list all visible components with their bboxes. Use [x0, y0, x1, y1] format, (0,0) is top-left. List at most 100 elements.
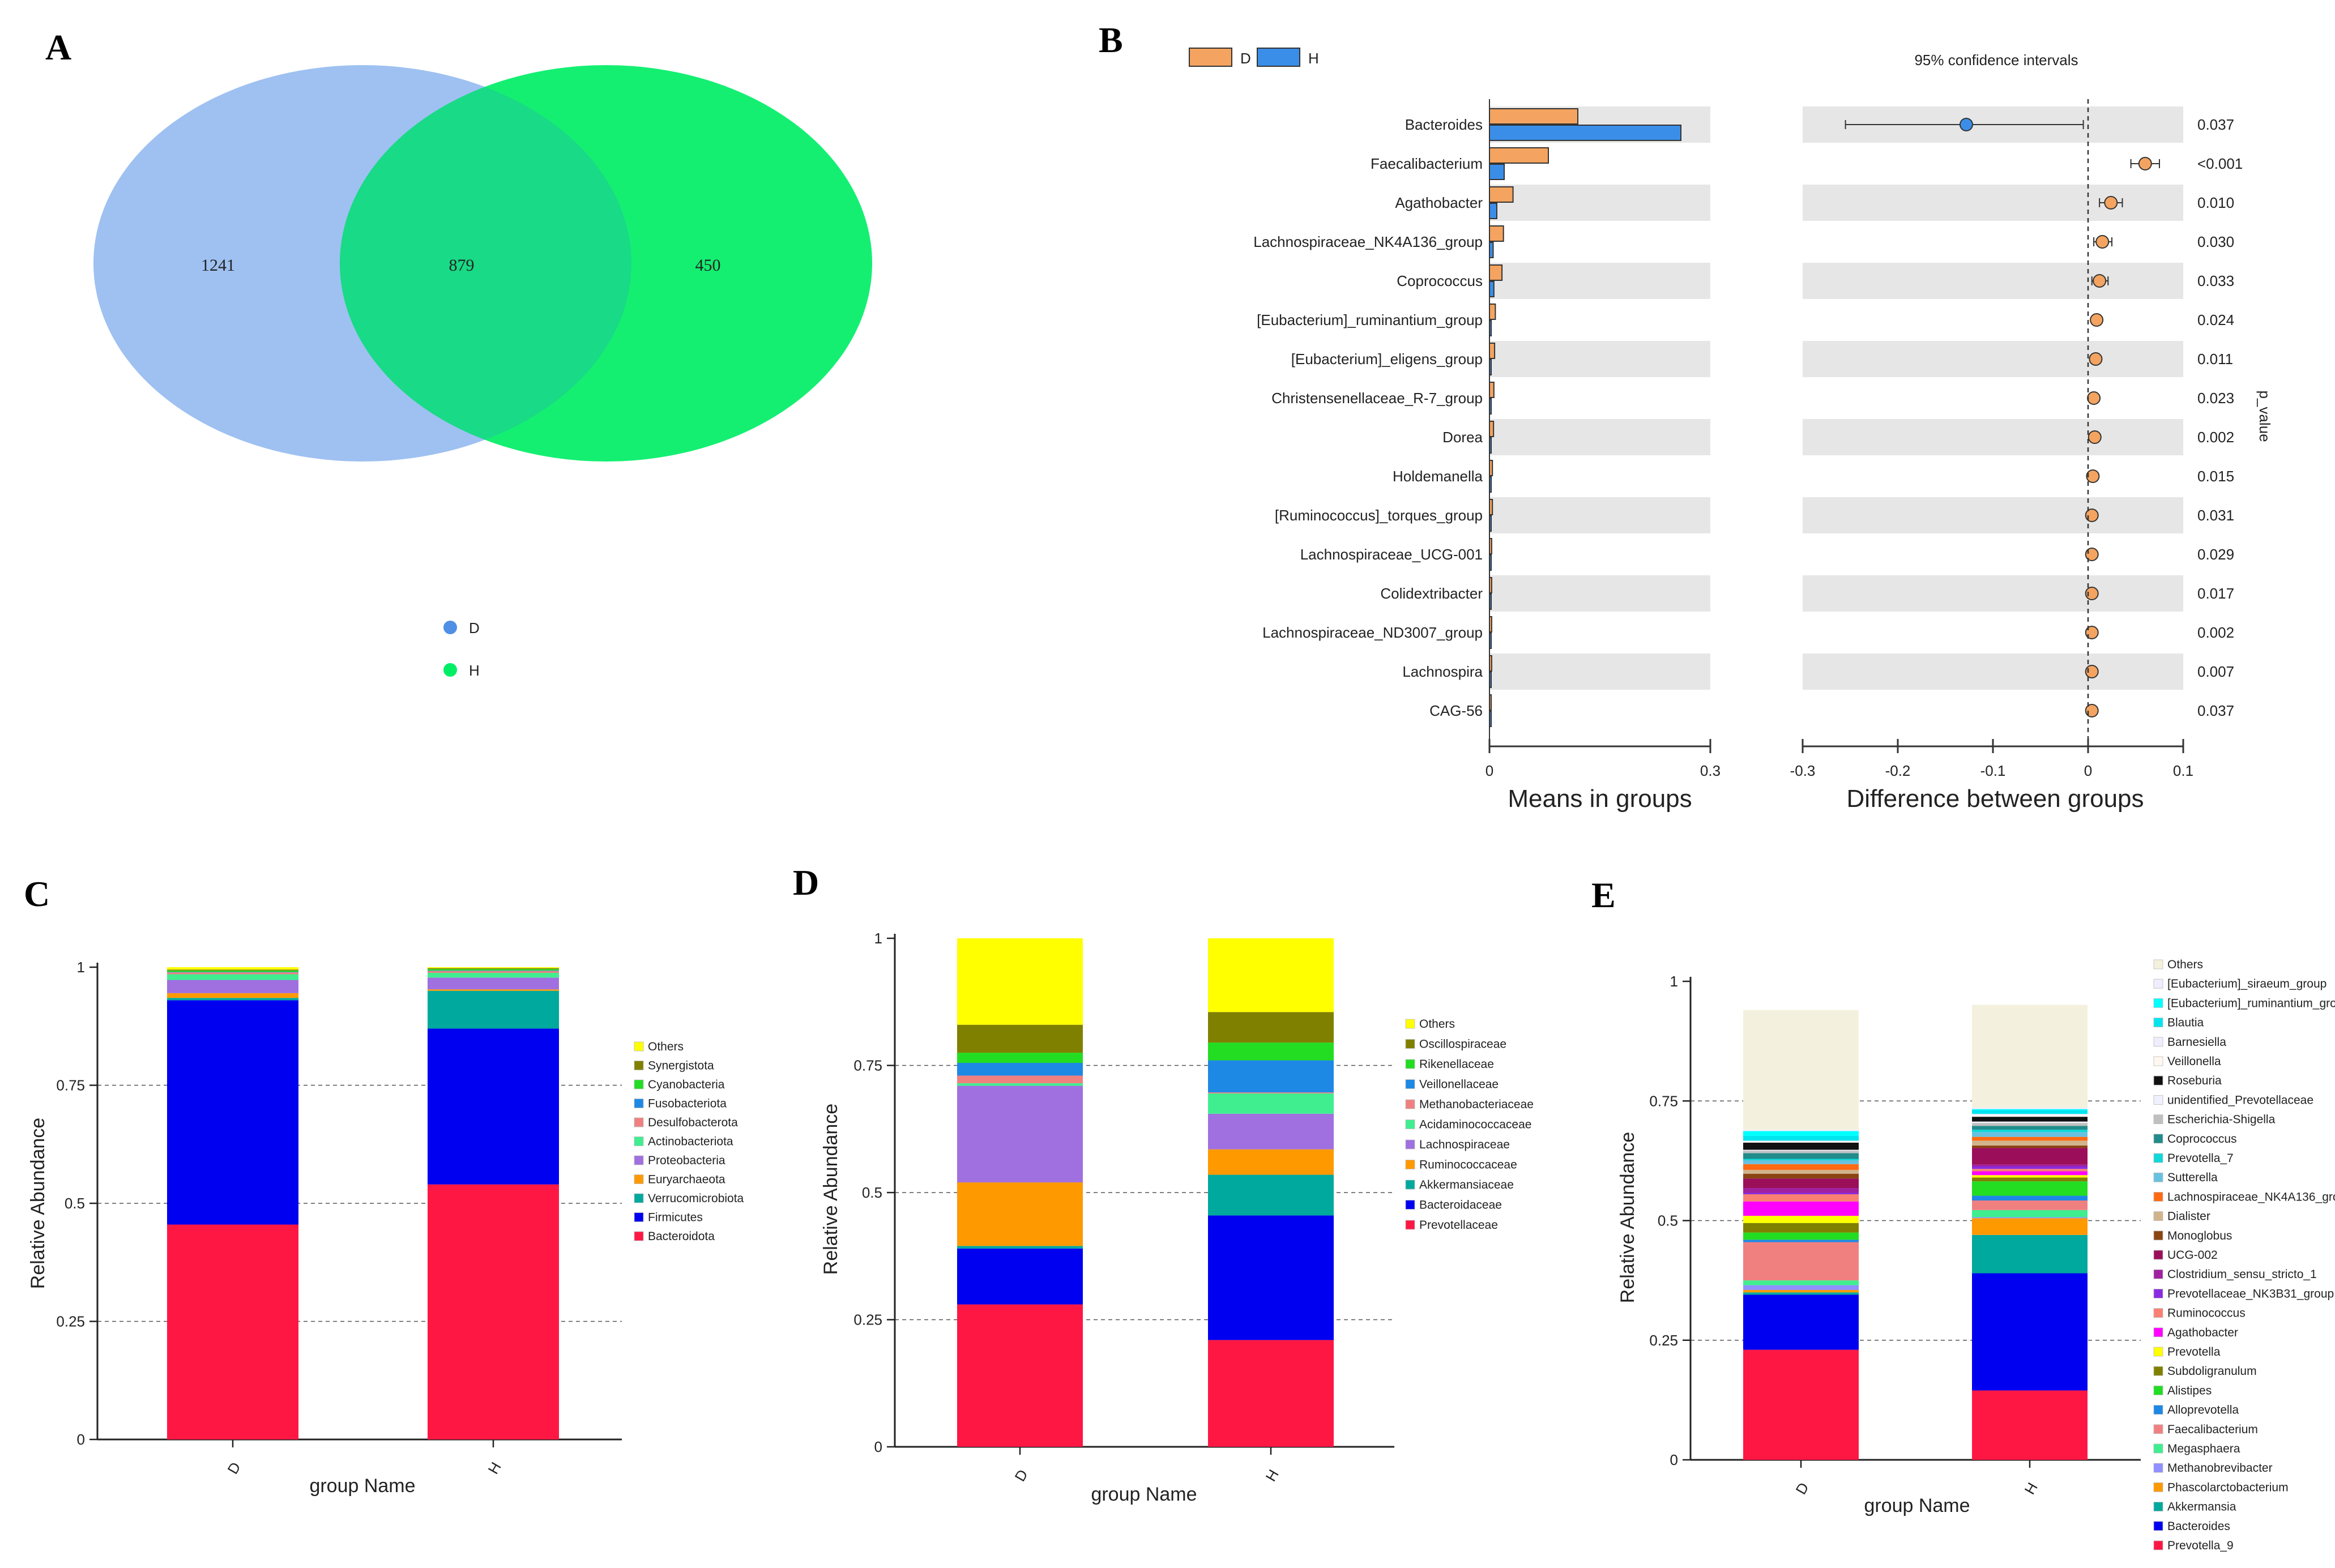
- panel-letter-b: B: [1099, 20, 1123, 60]
- C-legend-swatch: [634, 1117, 644, 1127]
- D-legend-swatch: [1405, 1099, 1415, 1109]
- diff-point: [2104, 196, 2118, 210]
- C-legend-swatch: [634, 1041, 644, 1052]
- C-ytick-label: 0: [77, 1431, 85, 1448]
- E-legend-label: Coprococcus: [2167, 1133, 2237, 1146]
- D-legend-swatch: [1405, 1180, 1415, 1190]
- E-legend-swatch: [2153, 1443, 2163, 1454]
- p-value: 0.024: [2197, 311, 2234, 328]
- E-bar-segment: [1743, 1151, 1859, 1153]
- E-bar-segment: [1972, 1140, 2088, 1146]
- p-value: 0.002: [2197, 624, 2234, 641]
- taxon-label: [Ruminococcus]_torques_group: [1275, 507, 1483, 524]
- D-bar-segment: [957, 1063, 1083, 1076]
- D-bar-segment: [1208, 1113, 1334, 1150]
- D-bar-segment: [1208, 1043, 1334, 1061]
- means-xlabel: Means in groups: [1508, 785, 1692, 813]
- bar-mean-d: [1489, 304, 1496, 320]
- E-legend-label: Akkermansia: [2167, 1501, 2236, 1514]
- C-legend-label: Others: [648, 1040, 684, 1053]
- venn-diagram: 1241 879 450: [93, 65, 872, 462]
- bar-mean-d: [1489, 147, 1549, 164]
- C-bar-segment: [428, 968, 559, 969]
- diff-row-band: [1803, 185, 2183, 221]
- D-category-label: H: [1262, 1467, 1282, 1484]
- E-legend-label: Alistipes: [2167, 1384, 2212, 1397]
- C-bar-segment: [167, 970, 298, 972]
- E-legend-swatch: [2153, 1134, 2163, 1144]
- E-legend-swatch: [2153, 1424, 2163, 1434]
- C-bar-segment: [428, 969, 559, 971]
- C-bar-segment: [167, 1224, 298, 1439]
- C-legend-swatch: [634, 1061, 644, 1070]
- E-bar-segment: [1972, 1234, 2088, 1274]
- diff-row-band: [1803, 341, 2183, 377]
- C-bar-segment: [167, 998, 298, 1001]
- D-bar-segment: [1208, 1060, 1334, 1093]
- E-bar-segment: [1743, 1178, 1859, 1189]
- D-bar-segment: [957, 1248, 1083, 1305]
- diff-tick-label: 0.1: [2173, 762, 2193, 779]
- C-bar-segment: [167, 967, 298, 970]
- D-ytick-label: 0.5: [862, 1184, 882, 1201]
- bar-mean-d: [1489, 225, 1504, 242]
- p-value: 0.010: [2197, 194, 2234, 211]
- D-bar-segment: [957, 1024, 1083, 1053]
- D-legend-label: Ruminococcaceae: [1419, 1159, 1517, 1172]
- D-bar-segment: [1208, 1149, 1334, 1175]
- means-row-band: [1489, 341, 1710, 377]
- bar-mean-h: [1489, 203, 1497, 219]
- E-bar-segment: [1972, 1005, 2088, 1108]
- venn-shared-count: 879: [449, 256, 475, 275]
- C-legend-label: Cyanobacteria: [648, 1078, 725, 1091]
- C-legend-swatch: [634, 1099, 644, 1108]
- p-value: 0.030: [2197, 233, 2234, 250]
- taxon-label: CAG-56: [1429, 702, 1483, 719]
- bar-mean-h: [1489, 281, 1495, 297]
- E-bar-segment: [1972, 1121, 2088, 1123]
- diff-point: [2138, 157, 2152, 170]
- E-legend-swatch: [2153, 1385, 2163, 1395]
- venn-legend-label-h: H: [469, 662, 480, 679]
- C-bar-segment: [428, 1028, 559, 1185]
- venn-h-only-count: 450: [695, 256, 721, 275]
- C-bar-segment: [167, 972, 298, 975]
- D-bar-segment: [1208, 1340, 1334, 1447]
- E-bar-segment: [1743, 1142, 1859, 1150]
- E-legend-swatch: [2153, 1037, 2163, 1047]
- C-bar-segment: [428, 989, 559, 991]
- diff-row-band: [1803, 653, 2183, 690]
- D-bar-segment: [957, 1075, 1083, 1083]
- E-category-label: H: [2021, 1480, 2041, 1497]
- E-bar-segment: [1972, 1195, 2088, 1201]
- p-value-axis-label: p_value: [2256, 390, 2273, 442]
- means-row-band: [1489, 575, 1710, 612]
- E-bar-segment: [1972, 1129, 2088, 1133]
- E-legend-swatch: [2153, 1288, 2163, 1298]
- panel-letter-e: E: [1591, 875, 1616, 915]
- E-bar-segment: [1743, 1150, 1859, 1151]
- taxon-label: Lachnospiraceae_ND3007_group: [1262, 624, 1483, 641]
- E-bar-segment: [1972, 1115, 2088, 1117]
- E-bar-segment: [1743, 1193, 1859, 1195]
- bar-mean-d: [1489, 421, 1495, 437]
- C-bar-segment: [428, 977, 559, 990]
- E-legend-label: Prevotella_7: [2167, 1152, 2234, 1165]
- E-legend-swatch: [2153, 1502, 2163, 1512]
- E-bar-segment: [1972, 1273, 2088, 1391]
- E-bar-segment: [1972, 1148, 2088, 1165]
- E-bar-segment: [1743, 1135, 1859, 1141]
- E-legend-swatch: [2153, 1269, 2163, 1279]
- E-bar-segment: [1972, 1217, 2088, 1219]
- E-legend-label: Alloprevotella: [2167, 1404, 2239, 1417]
- bar-mean-d: [1489, 382, 1495, 398]
- D-legend-label: Oscillospiraceae: [1419, 1038, 1506, 1051]
- p-value: 0.015: [2197, 468, 2234, 485]
- c-xlabel: group Name: [309, 1475, 415, 1497]
- D-legend-label: Others: [1419, 1018, 1455, 1031]
- diff-point: [2093, 274, 2107, 288]
- diff-point: [2090, 313, 2104, 327]
- legend-swatch-d: [1189, 48, 1232, 67]
- E-bar-segment: [1743, 1164, 1859, 1170]
- D-legend-label: Rikenellaceae: [1419, 1058, 1494, 1071]
